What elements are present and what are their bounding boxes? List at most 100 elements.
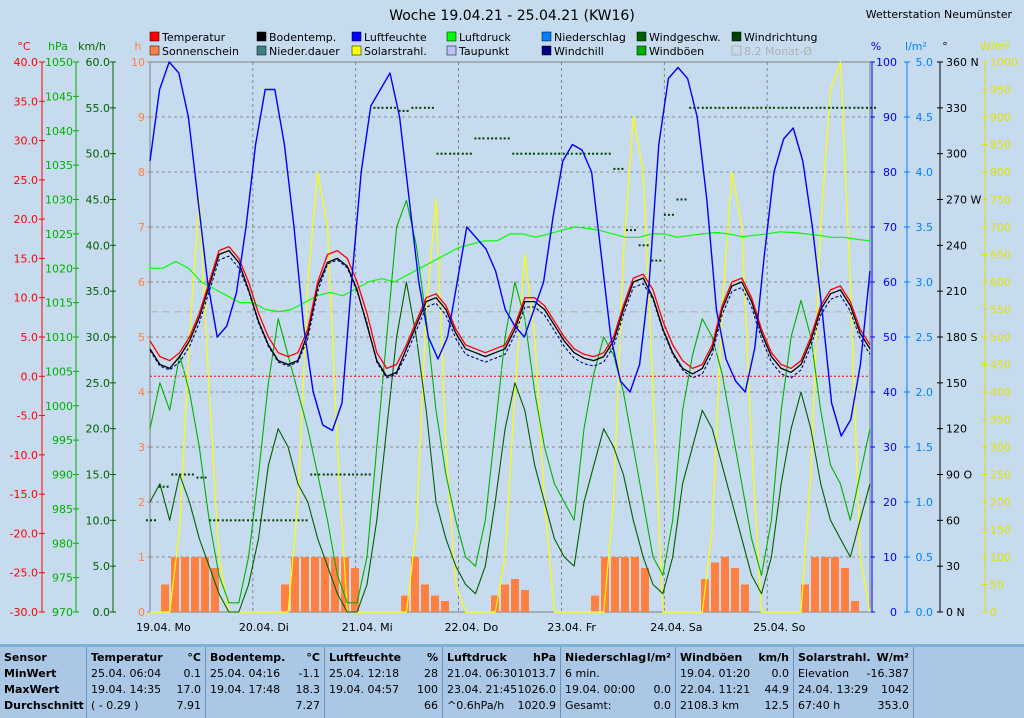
precip-axis-tick: 2.5 bbox=[916, 331, 934, 344]
wind-dir-dot bbox=[617, 167, 620, 170]
wind-dir-dot bbox=[537, 152, 540, 155]
wind-dir-dot bbox=[663, 213, 666, 216]
stats-header-name: Luftfeuchte bbox=[329, 651, 402, 664]
stats-cell-value: 7.91 bbox=[176, 699, 202, 712]
stats-cell-label: 22.04. 11:21 bbox=[680, 683, 751, 696]
sunshine-bar bbox=[191, 557, 199, 612]
wind-axis-tick: 40.0 bbox=[86, 239, 111, 252]
wind-dir-dot bbox=[806, 106, 809, 109]
wind-dir-dot bbox=[579, 152, 582, 155]
wind-dir-dot bbox=[166, 485, 169, 488]
temperature-axis-tick: -25.0 bbox=[10, 567, 38, 580]
sunshine-axis-tick: 2 bbox=[138, 496, 145, 509]
solar-axis-tick: 400 bbox=[990, 386, 1011, 399]
wind-dir-dot bbox=[158, 485, 161, 488]
wind-dir-dot bbox=[373, 106, 376, 109]
wind-dir-dot bbox=[731, 106, 734, 109]
precip-axis-tick: 2.0 bbox=[916, 386, 934, 399]
stats-column: Luftdruck hPa 21.04. 06:30 1013.7 23.04. 21:… bbox=[443, 647, 561, 718]
precip-axis-tick: 5.0 bbox=[916, 56, 934, 69]
wind-dir-dot bbox=[314, 473, 317, 476]
day-label: 19.04. Mo bbox=[136, 621, 191, 634]
stats-header: Bodentemp. °C bbox=[210, 650, 320, 665]
day-label: 20.04. Di bbox=[239, 621, 289, 634]
sunshine-bar bbox=[521, 590, 529, 612]
pressure-axis-tick: 980 bbox=[52, 537, 73, 550]
solar-axis-tick: 800 bbox=[990, 166, 1011, 179]
weather-chart: Woche 19.04.21 - 25.04.21 (KW16) Wetters… bbox=[10, 8, 1018, 634]
pressure-axis-tick: 1045 bbox=[45, 90, 73, 103]
sunshine-bar bbox=[201, 557, 209, 612]
stats-cell-label: 25.04. 04:16 bbox=[210, 667, 281, 680]
wind-dir-dot bbox=[453, 152, 456, 155]
solar-axis-tick: 1000 bbox=[990, 56, 1018, 69]
wind-dir-dot bbox=[175, 473, 178, 476]
wind-dir-dot bbox=[150, 519, 152, 522]
precip-axis-unit: l/m² bbox=[905, 40, 927, 53]
wind-dir-dot bbox=[815, 106, 818, 109]
wind-dir-dot bbox=[292, 519, 295, 522]
wind-dir-dot bbox=[659, 259, 662, 262]
wind-dir-dot bbox=[179, 473, 182, 476]
grid bbox=[150, 62, 870, 612]
humidity-axis-tick: 80 bbox=[883, 166, 897, 179]
stats-row-label: MaxWert bbox=[4, 682, 82, 697]
legend-label: Windgeschw. bbox=[649, 31, 721, 44]
legend-label: Sonnenschein bbox=[162, 45, 239, 58]
wind-dir-dot bbox=[221, 519, 224, 522]
solar-axis-tick: 300 bbox=[990, 441, 1011, 454]
sunshine-bar bbox=[721, 557, 729, 612]
legend-swatch bbox=[731, 45, 742, 56]
wind-dir-dot bbox=[840, 106, 843, 109]
legend-label: Taupunkt bbox=[458, 45, 510, 58]
day-label: 22.04. Do bbox=[445, 621, 499, 634]
day-label: 21.04. Mi bbox=[342, 621, 393, 634]
day-label: 24.04. Sa bbox=[650, 621, 702, 634]
stats-cell-row: 22.04. 11:21 44.9 bbox=[680, 682, 789, 697]
wind-dir-dot bbox=[238, 519, 241, 522]
stats-cell-label: 23.04. 21:45 bbox=[447, 683, 518, 696]
wind-dir-dot bbox=[630, 229, 632, 232]
stats-cell-value: 1020.9 bbox=[517, 699, 557, 712]
wind-dir-dot bbox=[575, 152, 578, 155]
pressure-axis-tick: 970 bbox=[52, 606, 73, 619]
wind-dir-dot bbox=[684, 198, 687, 201]
wind-dir-dot bbox=[209, 519, 212, 522]
wind-dir-dot bbox=[777, 106, 780, 109]
wind-dir-dot bbox=[583, 152, 586, 155]
temperature-axis-tick: 0.0 bbox=[21, 370, 39, 383]
wind-dir-dot bbox=[604, 152, 607, 155]
wind-dir-dot bbox=[478, 137, 481, 140]
wind-dir-dot bbox=[532, 152, 535, 155]
sunshine-bar bbox=[321, 557, 329, 612]
wind-dir-dot bbox=[709, 106, 712, 109]
temperature-axis-tick: 20.0 bbox=[14, 213, 39, 226]
stats-cell-label: 25.04. 06:04 bbox=[91, 667, 162, 680]
station-name: Wetterstation Neumünster bbox=[866, 8, 1013, 21]
legend-label: Luftfeuchte bbox=[364, 31, 427, 44]
stats-cell-row: 7.27 bbox=[210, 698, 321, 713]
wind-dir-dot bbox=[562, 152, 565, 155]
wind-dir-dot bbox=[272, 519, 275, 522]
stats-cell-label: ^0.6hPa/h bbox=[447, 699, 505, 712]
wind-dir-dot bbox=[752, 106, 755, 109]
gust-line bbox=[149, 199, 871, 604]
temperature-axis-tick: 10.0 bbox=[14, 292, 39, 305]
stats-cell-value: 0.0 bbox=[653, 699, 672, 712]
stats-column: Luftfeuchte% 25.04. 12:18 28 19.04. 04:57 10… bbox=[325, 647, 443, 718]
wind-axis-tick: 50.0 bbox=[86, 148, 111, 161]
wind-dir-dot bbox=[259, 519, 262, 522]
legend-label: Bodentemp. bbox=[269, 31, 336, 44]
legend-swatch bbox=[446, 45, 457, 56]
wind-dir-dot bbox=[541, 152, 544, 155]
wind-dir-dot bbox=[524, 152, 527, 155]
pressure-line bbox=[150, 226, 871, 313]
row-label-text: Durchschnitt bbox=[4, 699, 84, 712]
sunshine-bar bbox=[851, 601, 859, 612]
wind-dir-dot bbox=[554, 152, 557, 155]
stats-cell-row: 23.04. 21:45 1026.0 bbox=[447, 682, 556, 697]
temperature-axis-tick: 15.0 bbox=[14, 252, 39, 265]
legend-swatch bbox=[256, 31, 267, 42]
wind-axis-tick: 5.0 bbox=[93, 560, 111, 573]
wind-dir-dot bbox=[735, 106, 738, 109]
